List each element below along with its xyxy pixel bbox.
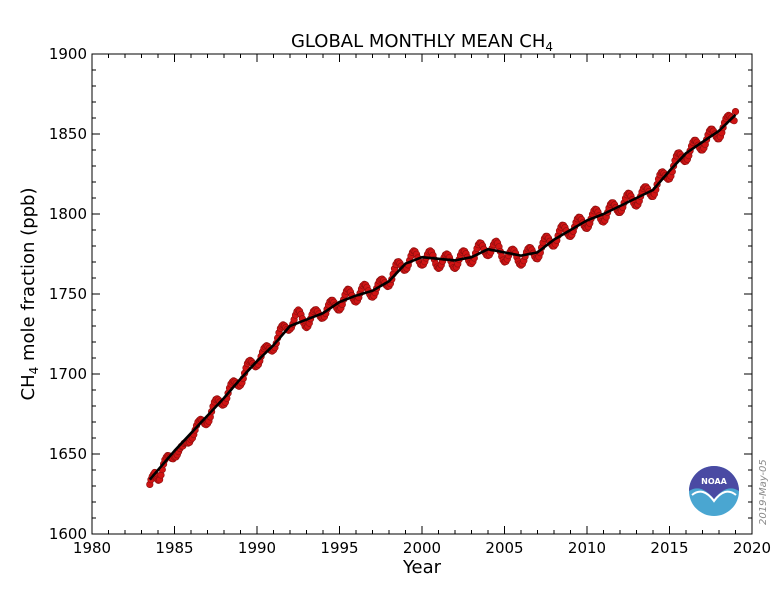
y-tick-label: 1800 — [49, 205, 87, 223]
y-tick-label: 1650 — [49, 445, 87, 463]
y-axis-label-prefix: CH — [18, 374, 39, 400]
trend-line — [148, 113, 737, 481]
x-tick-label: 1980 — [73, 539, 111, 557]
x-tick-label: 2005 — [485, 539, 523, 557]
noaa-logo-text: NOAA — [701, 477, 727, 486]
x-tick-label: 2015 — [650, 539, 688, 557]
noaa-logo: NOAA — [689, 466, 739, 516]
x-axis-label: Year — [402, 557, 442, 578]
chart-title-main: GLOBAL MONTHLY MEAN CH — [291, 31, 545, 52]
date-stamp: 2019-May-05 — [758, 459, 769, 525]
x-tick-label: 1990 — [238, 539, 276, 557]
x-tick-label: 2010 — [568, 539, 606, 557]
y-axis-label-subscript: 4 — [27, 367, 41, 375]
chart-title-subscript: 4 — [545, 40, 553, 54]
noaa-logo-wing — [691, 490, 737, 503]
monthly-mean-point — [731, 107, 740, 116]
y-tick-label: 1850 — [49, 125, 87, 143]
y-tick-label: 1600 — [49, 525, 87, 543]
y-axis-label: CH4 mole fraction (ppb) — [18, 187, 41, 400]
y-axis-label-suffix: mole fraction (ppb) — [18, 187, 39, 366]
chart-title: GLOBAL MONTHLY MEAN CH4 — [291, 31, 553, 54]
trend-series — [148, 113, 737, 481]
y-tick-label: 1900 — [49, 45, 87, 63]
monthly-mean-series — [146, 107, 740, 489]
x-tick-label: 1995 — [320, 539, 358, 557]
y-tick-label: 1750 — [49, 285, 87, 303]
x-tick-label: 1985 — [155, 539, 193, 557]
monthly-mean-line — [149, 111, 736, 485]
noaa-logo-bird — [689, 466, 739, 499]
x-tick-label: 2020 — [733, 539, 771, 557]
x-tick-label: 2000 — [403, 539, 441, 557]
y-tick-label: 1700 — [49, 365, 87, 383]
plot-frame — [91, 53, 753, 535]
axis-ticks: 1980 1985 1990 1995 2000 2005 2010 2015 2020 1600… — [49, 45, 771, 557]
